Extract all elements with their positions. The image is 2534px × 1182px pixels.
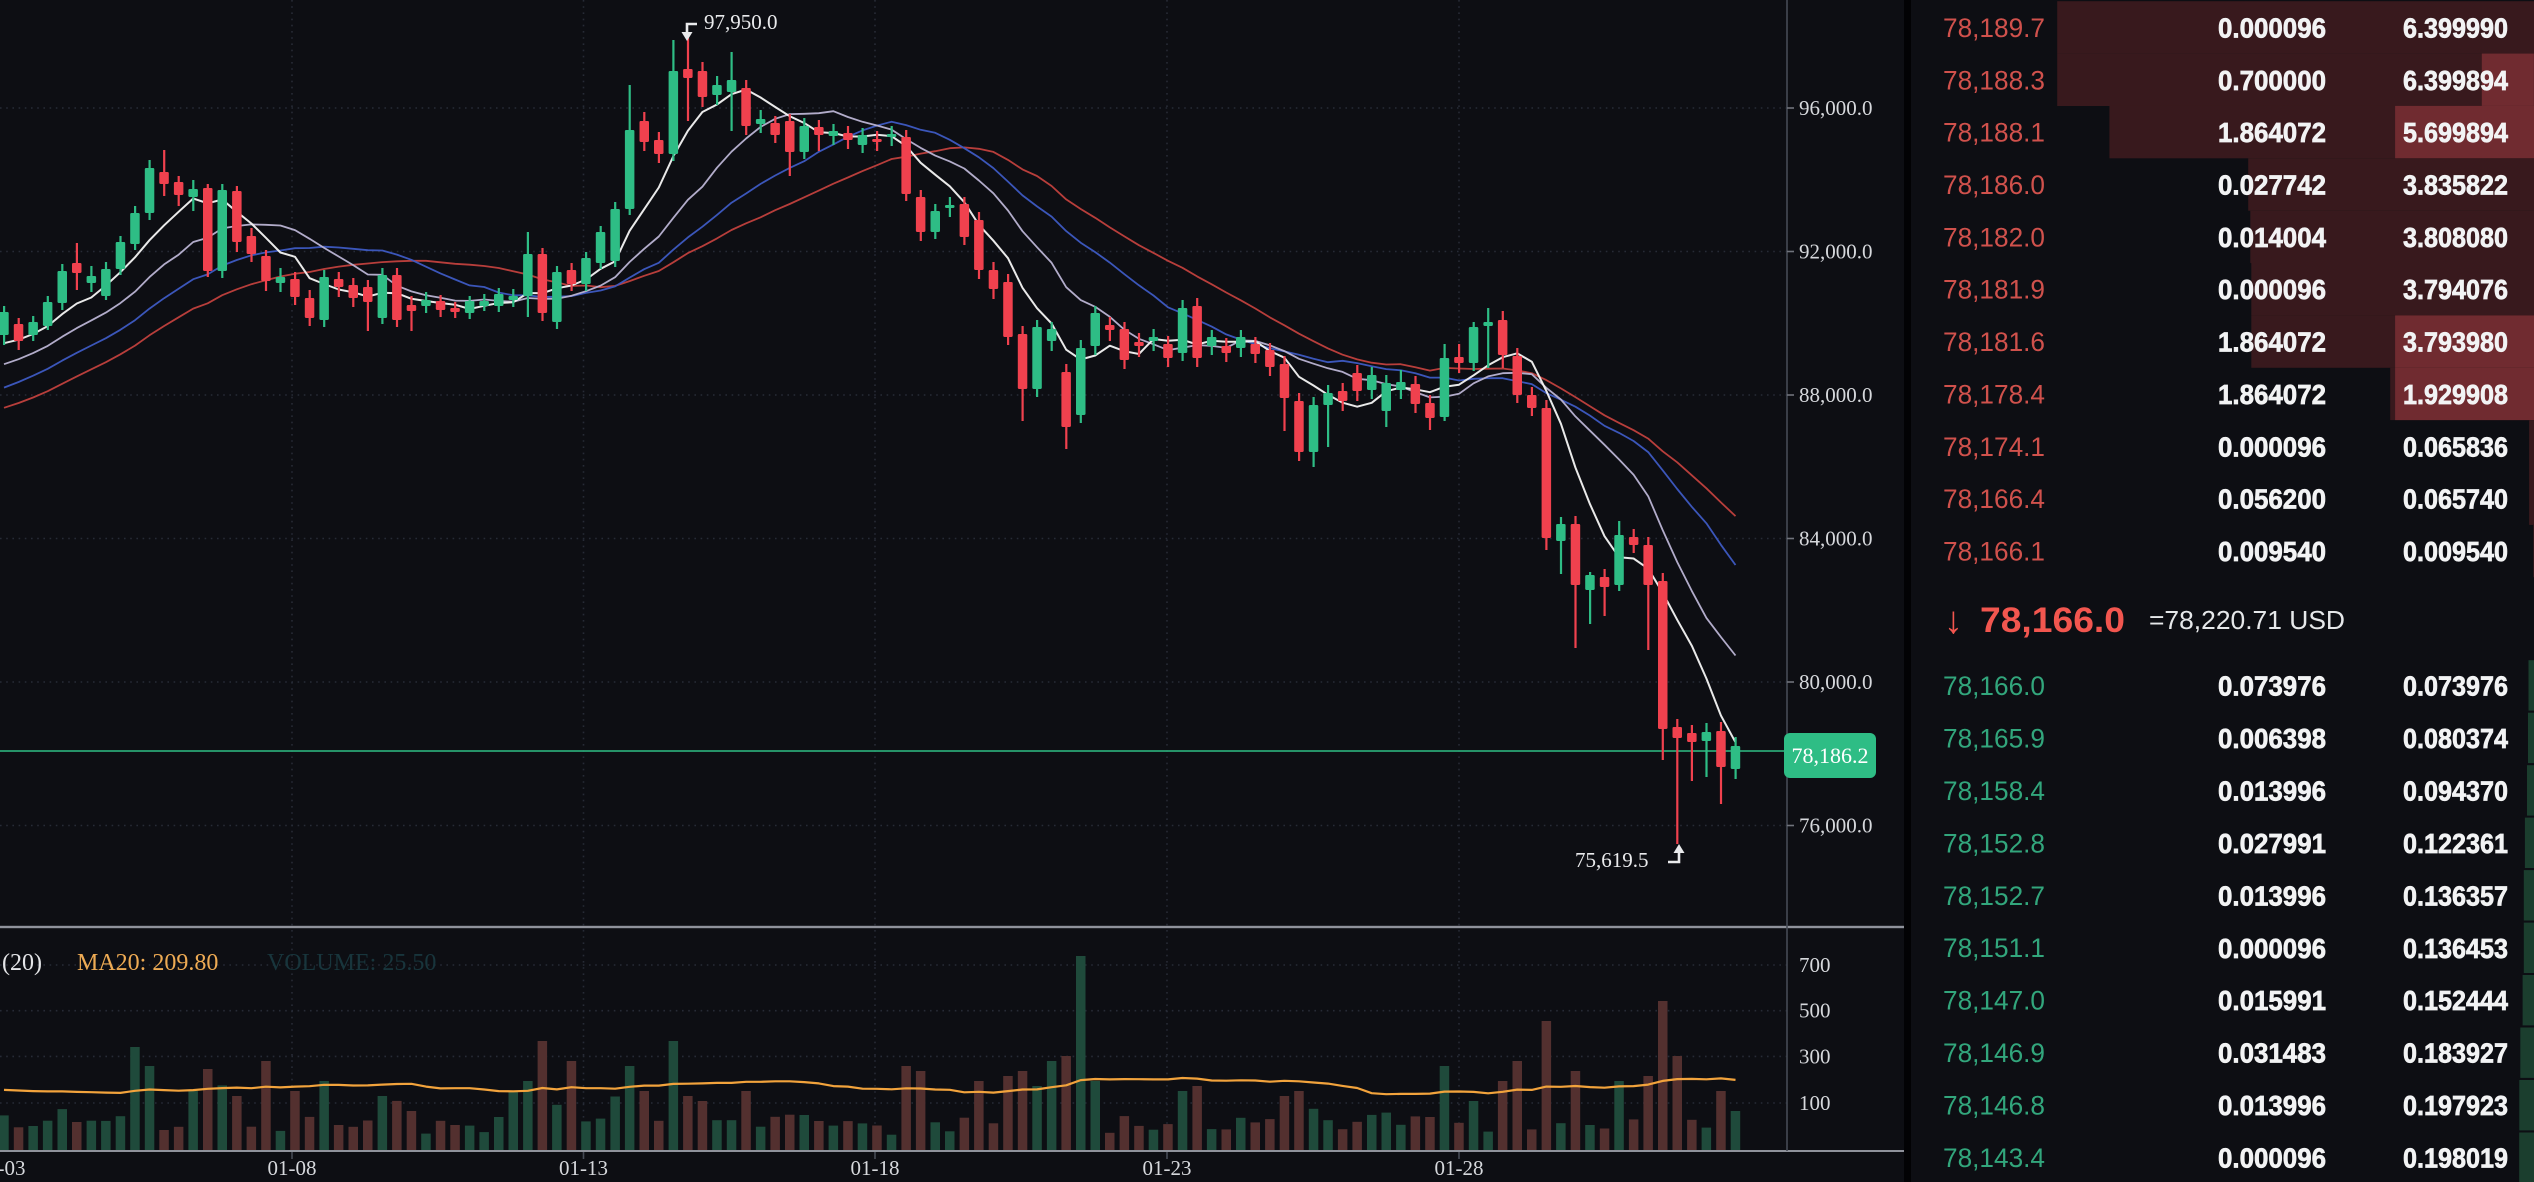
svg-text:0.015991: 0.015991 xyxy=(2218,985,2326,1016)
svg-text:78,152.8: 78,152.8 xyxy=(1943,828,2045,858)
svg-text:VOLUME: 25.50: VOLUME: 25.50 xyxy=(267,950,436,976)
svg-text:700: 700 xyxy=(1799,953,1831,977)
svg-text:0.073976: 0.073976 xyxy=(2403,670,2508,701)
svg-text:0.006398: 0.006398 xyxy=(2218,723,2326,754)
svg-text:3.808080: 3.808080 xyxy=(2403,222,2508,253)
svg-text:3.794076: 3.794076 xyxy=(2403,274,2508,305)
svg-text:78,166.4: 78,166.4 xyxy=(1943,484,2045,514)
svg-text:0.009540: 0.009540 xyxy=(2403,536,2508,567)
svg-text:01-08: 01-08 xyxy=(268,1156,317,1180)
svg-text:0.009540: 0.009540 xyxy=(2218,536,2326,567)
svg-text:78,181.9: 78,181.9 xyxy=(1943,275,2045,305)
svg-text:1.864072: 1.864072 xyxy=(2218,379,2326,410)
svg-text:0.183927: 0.183927 xyxy=(2403,1038,2508,1069)
svg-text:0.065740: 0.065740 xyxy=(2403,484,2508,515)
svg-text:78,147.0: 78,147.0 xyxy=(1943,986,2045,1016)
svg-text:78,166.1: 78,166.1 xyxy=(1943,537,2045,567)
svg-text:78,152.7: 78,152.7 xyxy=(1943,881,2045,911)
svg-text:0.152444: 0.152444 xyxy=(2403,985,2508,1016)
svg-text:01-28: 01-28 xyxy=(1435,1156,1484,1180)
svg-text:3.835822: 3.835822 xyxy=(2403,170,2508,201)
svg-text:0.031483: 0.031483 xyxy=(2218,1038,2326,1069)
svg-text:1.864072: 1.864072 xyxy=(2218,117,2326,148)
svg-text:0.000096: 0.000096 xyxy=(2218,12,2326,43)
svg-text:↓: ↓ xyxy=(1944,600,1963,642)
svg-text:0.056200: 0.056200 xyxy=(2218,484,2326,515)
svg-text:0.700000: 0.700000 xyxy=(2218,65,2326,96)
svg-text:78,186.0: 78,186.0 xyxy=(1943,170,2045,200)
svg-text:78,182.0: 78,182.0 xyxy=(1943,222,2045,252)
svg-text:0.013996: 0.013996 xyxy=(2218,880,2326,911)
svg-text:97,950.0: 97,950.0 xyxy=(704,10,778,34)
svg-text:1.929908: 1.929908 xyxy=(2403,379,2508,410)
svg-text:0.000096: 0.000096 xyxy=(2218,274,2326,305)
svg-text:78,186.2: 78,186.2 xyxy=(1792,743,1869,768)
svg-text:0.013996: 0.013996 xyxy=(2218,1090,2326,1121)
svg-text:78,178.4: 78,178.4 xyxy=(1943,379,2045,409)
svg-text:78,189.7: 78,189.7 xyxy=(1943,13,2045,43)
svg-text:78,188.3: 78,188.3 xyxy=(1943,65,2045,95)
svg-text:78,174.1: 78,174.1 xyxy=(1943,432,2045,462)
svg-text:0.014004: 0.014004 xyxy=(2218,222,2326,253)
svg-text:01-23: 01-23 xyxy=(1143,1156,1192,1180)
svg-text:01-03: 01-03 xyxy=(0,1156,26,1180)
svg-text:78,166.0: 78,166.0 xyxy=(1943,671,2045,701)
svg-text:80,000.0: 80,000.0 xyxy=(1799,670,1873,694)
svg-text:0.080374: 0.080374 xyxy=(2403,723,2508,754)
svg-text:88,000.0: 88,000.0 xyxy=(1799,383,1873,407)
svg-text:0.094370: 0.094370 xyxy=(2403,775,2508,806)
svg-text:78,166.0: 78,166.0 xyxy=(1980,601,2125,640)
svg-text:78,146.8: 78,146.8 xyxy=(1943,1091,2045,1121)
svg-text:0.000096: 0.000096 xyxy=(2218,1143,2326,1174)
svg-text:0.065836: 0.065836 xyxy=(2403,431,2508,462)
svg-text:3.793980: 3.793980 xyxy=(2403,327,2508,358)
svg-text:300: 300 xyxy=(1799,1044,1831,1068)
svg-text:78,151.1: 78,151.1 xyxy=(1943,933,2045,963)
svg-text:78,158.4: 78,158.4 xyxy=(1943,776,2045,806)
svg-text:78,165.9: 78,165.9 xyxy=(1943,723,2045,753)
svg-text:0.027742: 0.027742 xyxy=(2218,170,2326,201)
svg-text:0.013996: 0.013996 xyxy=(2218,775,2326,806)
svg-text:96,000.0: 96,000.0 xyxy=(1799,96,1873,120)
svg-text:78,188.1: 78,188.1 xyxy=(1943,118,2045,148)
svg-text:78,146.9: 78,146.9 xyxy=(1943,1038,2045,1068)
svg-text:01-18: 01-18 xyxy=(851,1156,900,1180)
svg-text:500: 500 xyxy=(1799,999,1831,1023)
svg-text:78,143.4: 78,143.4 xyxy=(1943,1143,2045,1173)
svg-text:75,619.5: 75,619.5 xyxy=(1575,848,1649,872)
svg-text:1.864072: 1.864072 xyxy=(2218,327,2326,358)
svg-text:78,181.6: 78,181.6 xyxy=(1943,327,2045,357)
svg-text:5.699894: 5.699894 xyxy=(2403,117,2508,148)
svg-text:0.000096: 0.000096 xyxy=(2218,431,2326,462)
svg-text:6.399990: 6.399990 xyxy=(2403,12,2508,43)
svg-text:0.000096: 0.000096 xyxy=(2218,933,2326,964)
svg-text:100: 100 xyxy=(1799,1091,1831,1115)
svg-text:0.136357: 0.136357 xyxy=(2403,880,2508,911)
svg-text:0.136453: 0.136453 xyxy=(2403,933,2508,964)
svg-text:84,000.0: 84,000.0 xyxy=(1799,527,1873,551)
svg-text:=78,220.71 USD: =78,220.71 USD xyxy=(2149,605,2345,635)
svg-text:0.197923: 0.197923 xyxy=(2403,1090,2508,1121)
svg-text:0.073976: 0.073976 xyxy=(2218,670,2326,701)
svg-text:0.198019: 0.198019 xyxy=(2403,1143,2508,1174)
svg-text:6.399894: 6.399894 xyxy=(2403,65,2508,96)
svg-text:0.122361: 0.122361 xyxy=(2403,828,2508,859)
svg-text:01-13: 01-13 xyxy=(559,1156,608,1180)
svg-text:76,000.0: 76,000.0 xyxy=(1799,814,1873,838)
svg-text:0.027991: 0.027991 xyxy=(2218,828,2326,859)
svg-text:92,000.0: 92,000.0 xyxy=(1799,240,1873,264)
svg-text:(20): (20) xyxy=(2,950,42,976)
svg-text:MA20: 209.80: MA20: 209.80 xyxy=(77,950,218,976)
